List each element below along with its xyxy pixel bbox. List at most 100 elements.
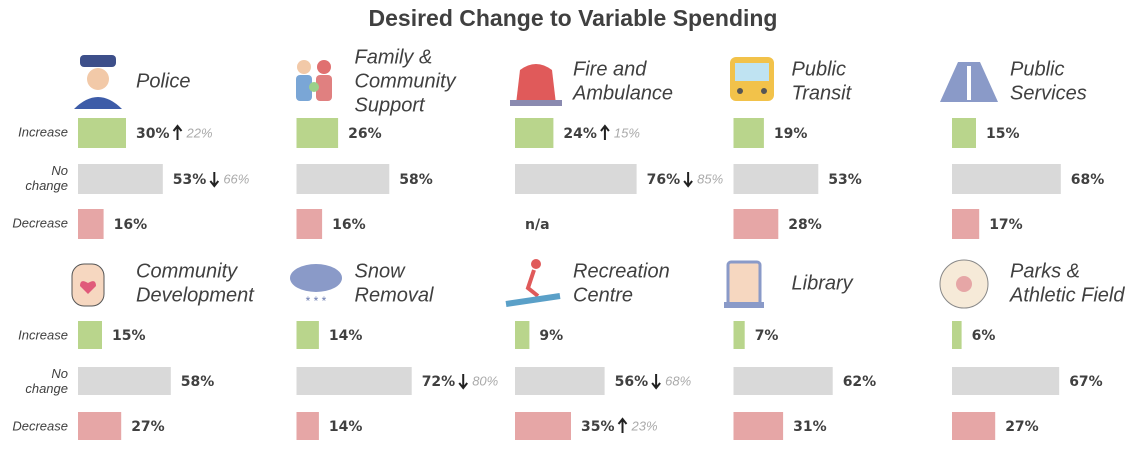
change-arrow [617,417,628,433]
bar [733,118,764,148]
row-label: change [25,381,68,396]
value-label: 14% [329,328,363,344]
panel-title: Support [355,94,426,116]
bar [515,321,530,349]
previous-label: 23% [631,418,658,433]
bar [733,164,819,194]
value-label: 58% [181,374,215,390]
panel-title: Removal [355,284,434,306]
value-label: 53% [828,172,862,188]
icon-treadmill [505,259,561,307]
row-label: change [25,178,68,193]
bar [296,412,319,440]
value-label: 35% [581,419,615,435]
row-label: Decrease [12,215,68,230]
value-label: 28% [788,217,822,233]
row-label: No [51,366,68,381]
panel-title: Community [136,260,238,282]
value-label: 15% [112,328,146,344]
value-label: 76% [647,172,681,188]
bar [296,209,323,239]
panel-title: Athletic Field [1009,284,1125,306]
value-label: 9% [539,328,563,344]
bar [515,164,637,194]
value-label: 24% [563,126,597,142]
bar [515,412,571,440]
panel-title: Public [792,58,846,80]
change-arrow [651,374,661,390]
panel-title: Fire and [573,58,647,80]
value-label: 27% [1005,419,1039,435]
panel-title: Police [136,70,190,92]
icon-police [74,55,122,109]
previous-label: 80% [472,373,498,388]
icon-ball [939,259,989,309]
value-label: 27% [131,419,165,435]
bar [78,118,126,148]
bar [78,209,104,239]
value-label: 30% [136,126,170,142]
bar [952,367,1060,395]
value-label: 31% [793,419,827,435]
bar [296,164,390,194]
panel-title: Parks & [1010,260,1080,282]
panel-title: Family & [355,46,433,68]
value-label: 17% [989,217,1023,233]
panel-title: Centre [573,284,633,306]
row-label: Increase [18,327,68,342]
value-label: 56% [615,374,649,390]
icon-road [940,62,998,102]
value-label: n/a [525,217,550,233]
bar [952,209,980,239]
value-label: 68% [1071,172,1105,188]
icon-hand [71,263,105,307]
bar [296,321,319,349]
value-label: 58% [399,172,433,188]
panel-title: Community [355,70,457,92]
icon-bus [730,57,774,101]
bar [952,164,1061,194]
panel-title: Services [1010,82,1087,104]
value-label: 16% [114,217,148,233]
bar [78,367,171,395]
bar [296,118,339,148]
bar [78,321,102,349]
value-label: 16% [332,217,366,233]
panel-title: Snow [355,260,407,282]
svg-text:* * *: * * * [306,294,327,308]
value-label: 62% [843,374,877,390]
panel-title: Development [136,284,255,306]
title: Desired Change to Variable Spending [369,5,778,31]
icons: * * * [71,55,998,309]
bar [733,412,784,440]
value-label: 72% [422,374,456,390]
previous-label: 22% [186,125,213,140]
change-arrow [209,172,220,188]
panel-title: Ambulance [572,82,673,104]
panel-title: Public [1010,58,1064,80]
previous-label: 15% [614,125,640,140]
row-label: Increase [18,124,68,139]
panel-title: Recreation [573,260,670,282]
bar [296,367,412,395]
bar [733,321,745,349]
icon-snow: * * * [290,264,342,308]
value-label: 67% [1069,374,1103,390]
change-arrow [683,172,693,188]
bar [733,209,779,239]
row-label: Decrease [12,418,68,433]
value-label: 7% [755,328,779,344]
previous-label: 66% [223,171,249,186]
value-label: 15% [986,126,1020,142]
bar [952,321,962,349]
bar [952,118,976,148]
panel-title: Transit [792,82,853,104]
previous-label: 68% [665,373,691,388]
value-label: 14% [329,419,363,435]
value-label: 19% [774,126,808,142]
icon-family [296,60,332,101]
change-arrow [172,124,183,140]
previous-label: 85% [697,171,723,186]
bar [515,118,554,148]
